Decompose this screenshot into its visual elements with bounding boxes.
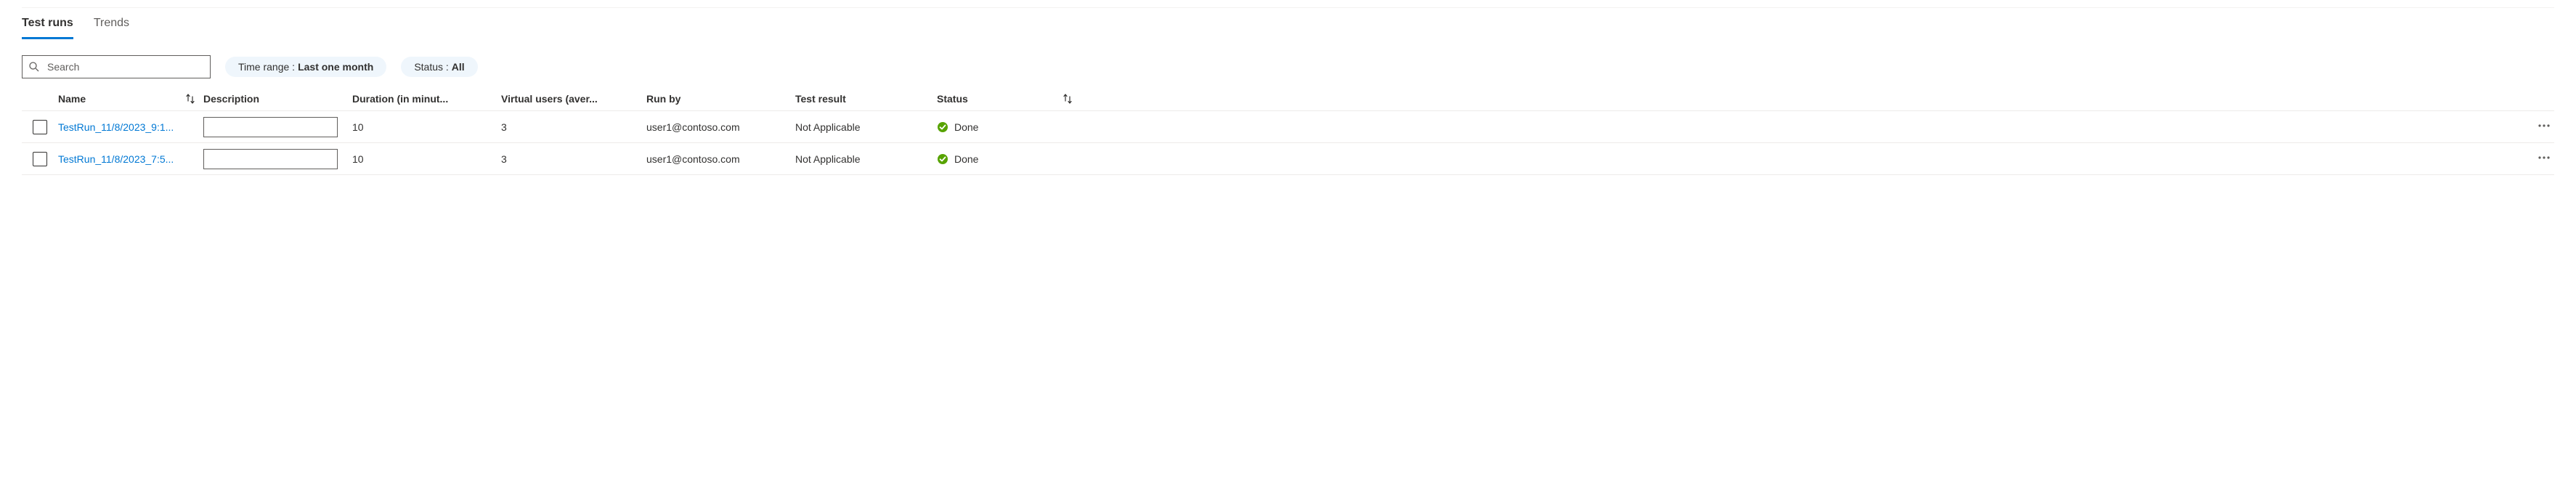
col-header-virtual-users-label: Virtual users (aver...: [501, 93, 605, 105]
cell-test-result: Not Applicable: [795, 121, 937, 133]
table-row: TestRun_11/8/2023_7:5... 10 3 user1@cont…: [22, 143, 2554, 175]
cell-run-by: user1@contoso.com: [646, 121, 795, 133]
cell-duration: 10: [352, 153, 501, 165]
col-header-sort[interactable]: [1046, 93, 1089, 105]
description-input[interactable]: [203, 149, 338, 169]
more-actions-button[interactable]: [2537, 152, 2551, 166]
cell-virtual-users: 3: [501, 121, 646, 133]
filter-time-range-label: Time range :: [238, 61, 295, 73]
filter-time-range[interactable]: Time range : Last one month: [225, 57, 386, 77]
test-run-link[interactable]: TestRun_11/8/2023_9:1...: [58, 121, 174, 133]
controls-row: Time range : Last one month Status : All: [22, 55, 2554, 78]
row-checkbox[interactable]: [33, 152, 47, 166]
col-header-run-by-label: Run by: [646, 93, 688, 105]
table-header: Name Description Duration (in minut... V…: [22, 87, 2554, 111]
tab-test-runs[interactable]: Test runs: [22, 9, 73, 39]
description-input[interactable]: [203, 117, 338, 137]
row-checkbox[interactable]: [33, 120, 47, 134]
sort-icon[interactable]: [184, 93, 203, 105]
col-header-description[interactable]: Description: [203, 93, 352, 105]
filter-time-range-value: Last one month: [298, 61, 373, 73]
test-runs-table: Name Description Duration (in minut... V…: [22, 87, 2554, 175]
filter-status-label: Status :: [414, 61, 448, 73]
success-icon: [937, 121, 948, 133]
col-header-duration[interactable]: Duration (in minut...: [352, 93, 501, 105]
col-header-description-label: Description: [203, 93, 267, 105]
table-row: TestRun_11/8/2023_9:1... 10 3 user1@cont…: [22, 111, 2554, 143]
cell-status: Done: [954, 121, 978, 133]
cell-run-by: user1@contoso.com: [646, 153, 795, 165]
test-run-link[interactable]: TestRun_11/8/2023_7:5...: [58, 153, 174, 165]
search-input[interactable]: [46, 60, 204, 73]
cell-test-result: Not Applicable: [795, 153, 937, 165]
cell-virtual-users: 3: [501, 153, 646, 165]
col-header-name[interactable]: Name: [58, 93, 203, 105]
col-header-status-label: Status: [937, 93, 975, 105]
filter-status[interactable]: Status : All: [401, 57, 477, 77]
success-icon: [937, 153, 948, 165]
cell-duration: 10: [352, 121, 501, 133]
ellipsis-icon: [2537, 152, 2551, 163]
tab-trends[interactable]: Trends: [94, 9, 129, 39]
col-header-name-label: Name: [58, 93, 93, 105]
search-box[interactable]: [22, 55, 211, 78]
col-header-virtual-users[interactable]: Virtual users (aver...: [501, 93, 646, 105]
more-actions-button[interactable]: [2537, 120, 2551, 134]
col-header-test-result-label: Test result: [795, 93, 853, 105]
cell-status: Done: [954, 153, 978, 165]
sort-icon: [1062, 93, 1073, 105]
search-icon: [28, 61, 40, 73]
col-header-run-by[interactable]: Run by: [646, 93, 795, 105]
tabs-bar: Test runs Trends: [22, 7, 2554, 39]
col-header-duration-label: Duration (in minut...: [352, 93, 455, 105]
col-header-status[interactable]: Status: [937, 93, 1046, 105]
ellipsis-icon: [2537, 120, 2551, 131]
col-header-test-result[interactable]: Test result: [795, 93, 937, 105]
filter-status-value: All: [452, 61, 465, 73]
